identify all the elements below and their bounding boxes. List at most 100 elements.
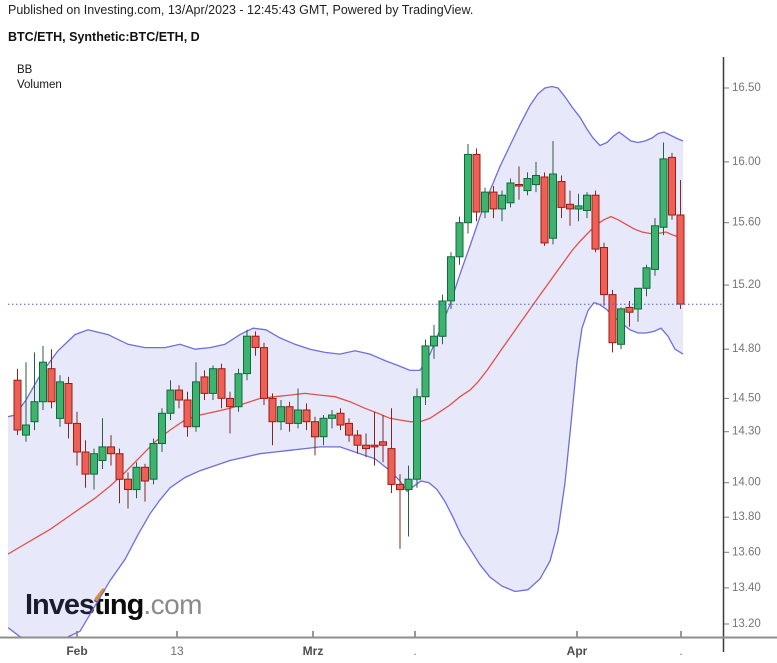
candle-body <box>634 287 642 310</box>
candle-body <box>651 225 659 270</box>
candle-body <box>115 453 124 480</box>
candle-body <box>319 417 328 438</box>
time-tick-label: 13 <box>170 644 184 658</box>
candle <box>455 216 464 265</box>
candle <box>234 368 243 412</box>
candle <box>13 368 22 436</box>
candle <box>260 342 268 405</box>
investing-logo-text: Investing <box>25 589 144 621</box>
candle <box>302 403 311 431</box>
candle <box>540 172 549 246</box>
candle-body <box>659 158 668 228</box>
time-tick-label: Feb <box>66 644 87 658</box>
time-axis[interactable]: Feb 13 Mrz. Apr. <box>0 631 777 658</box>
candle-body <box>557 181 566 208</box>
candle-body <box>30 401 39 423</box>
candle-body <box>260 347 268 399</box>
candle-body <box>676 214 685 305</box>
candle <box>243 329 251 381</box>
candle-body <box>489 191 498 210</box>
price-tick-label: 13.60 <box>732 546 761 558</box>
candle-body <box>226 397 234 408</box>
candle <box>370 411 379 466</box>
candle <box>107 435 115 466</box>
candle-body <box>464 153 472 224</box>
candle <box>404 465 413 537</box>
candle <box>226 391 234 434</box>
candle-body <box>166 389 175 414</box>
legend-item-volumen[interactable]: Volumen <box>17 79 62 91</box>
candle-body <box>668 156 676 216</box>
investing-logo: Investing.com <box>25 587 202 622</box>
candle-body <box>600 247 608 296</box>
legend-item-bb[interactable]: BB <box>17 64 33 76</box>
candle <box>574 193 583 222</box>
candle <box>387 408 396 493</box>
candle-body <box>566 203 574 210</box>
candle <box>608 289 617 353</box>
candle <box>30 352 39 431</box>
candle-body <box>608 294 617 344</box>
candle-body <box>294 409 302 424</box>
candle-body <box>285 406 294 424</box>
candle <box>22 362 30 442</box>
candle-body <box>506 182 515 204</box>
candle-body <box>81 451 90 475</box>
candle-body <box>515 184 523 187</box>
candle <box>175 385 183 409</box>
bollinger-upper-line <box>8 85 684 418</box>
candle <box>430 325 438 359</box>
price-tick-label: 13.40 <box>732 582 761 594</box>
candle <box>251 331 260 356</box>
candle-body <box>540 176 549 244</box>
published-line: Published on Investing.com, 13/Apr/2023 … <box>8 3 474 17</box>
candle-body <box>328 414 336 419</box>
candle-body <box>523 178 532 192</box>
candle-body <box>302 409 311 423</box>
candle-body <box>574 205 583 210</box>
candle-body <box>447 256 455 302</box>
candle-body <box>22 424 30 436</box>
candle <box>115 448 124 504</box>
plot-area[interactable] <box>8 85 723 646</box>
price-tick-label: 13.20 <box>732 618 761 630</box>
candle <box>617 307 625 350</box>
price-axis[interactable]: 16.50 16.00 15.60 15.20 14.80 14.50 14.30 14.00… <box>722 57 761 652</box>
candle <box>489 186 498 219</box>
investing-logo-suffix: .com <box>143 589 202 620</box>
candle <box>353 430 362 454</box>
candle <box>498 190 506 222</box>
candle <box>217 363 226 409</box>
candle-body <box>311 421 319 438</box>
candle-body <box>90 453 98 475</box>
candle <box>328 410 336 429</box>
candle-body <box>396 483 404 491</box>
candle-body <box>387 448 396 485</box>
candle <box>506 178 515 208</box>
candle <box>523 172 532 196</box>
candle-body <box>47 368 56 403</box>
candle <box>438 294 447 345</box>
candle-body <box>404 478 413 491</box>
candle <box>268 393 277 446</box>
candle <box>659 142 668 236</box>
candle-body <box>234 373 243 408</box>
candle-body <box>268 397 277 423</box>
candle-body <box>277 406 285 423</box>
candle-body <box>472 153 481 213</box>
candle <box>277 400 285 431</box>
symbol-title: BTC/ETH, Synthetic:BTC/ETH, D <box>8 30 200 44</box>
price-tick-label: 14.50 <box>732 392 761 404</box>
candle <box>481 187 489 219</box>
candle <box>158 408 166 452</box>
time-tick-label: Mrz <box>303 644 324 658</box>
candle-body <box>73 422 81 453</box>
candle <box>379 415 387 463</box>
candle <box>56 375 64 427</box>
time-tick-label: . <box>679 644 682 658</box>
candle <box>192 362 200 432</box>
candle-body <box>532 175 540 186</box>
price-tick-label: 14.00 <box>732 477 761 489</box>
bollinger-fill <box>8 86 683 637</box>
